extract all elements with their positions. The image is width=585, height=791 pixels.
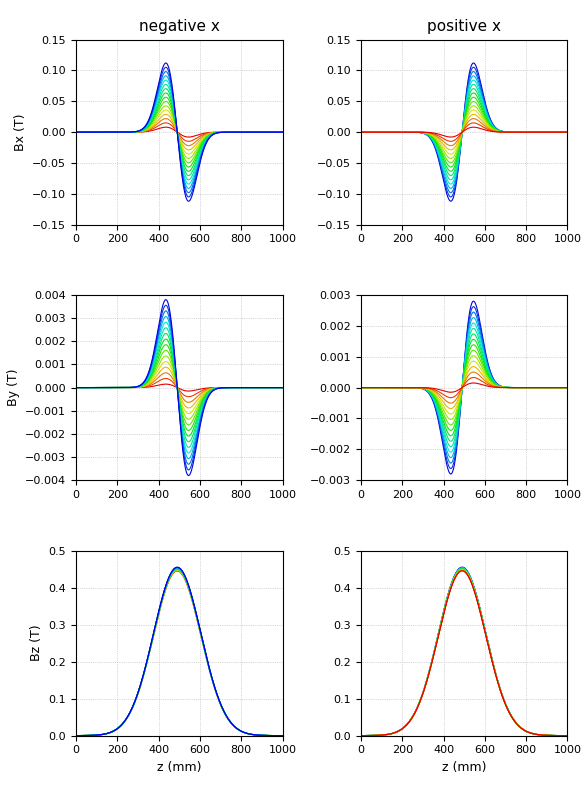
Title: positive x: positive x (427, 19, 501, 34)
Title: negative x: negative x (139, 19, 220, 34)
X-axis label: z (mm): z (mm) (442, 761, 487, 774)
Y-axis label: Bz (T): Bz (T) (30, 625, 43, 661)
X-axis label: z (mm): z (mm) (157, 761, 202, 774)
Y-axis label: Bx (T): Bx (T) (14, 113, 27, 151)
Y-axis label: By (T): By (T) (6, 369, 20, 407)
